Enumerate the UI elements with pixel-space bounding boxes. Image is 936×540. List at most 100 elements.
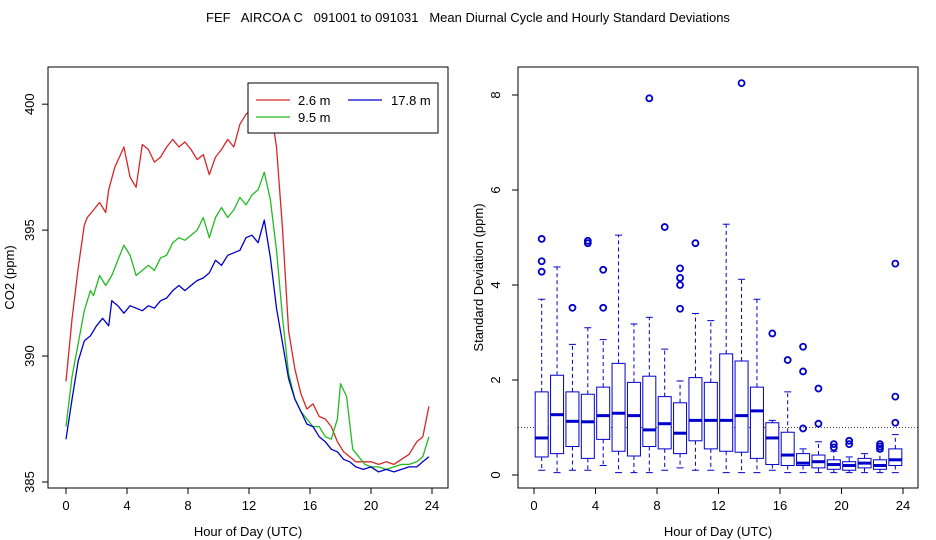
x-tick-label: 16: [773, 498, 787, 513]
outlier-point: [829, 440, 838, 449]
y-tick-label: 2: [488, 376, 503, 383]
series-line-9-5-m: [65, 171, 430, 471]
boxplot-hour: [626, 323, 641, 474]
x-axis-label: Hour of Day (UTC): [194, 524, 302, 539]
outlier-point: [783, 356, 792, 364]
box-iqr: [765, 422, 780, 466]
boxplot-hour: [888, 259, 903, 474]
boxplot-hour: [565, 303, 580, 471]
outlier-point: [799, 342, 807, 351]
boxplot-hour: [857, 453, 872, 474]
box-iqr: [596, 386, 611, 440]
boxplot-hour: [703, 320, 718, 471]
outlier-point: [660, 223, 669, 231]
x-tick-label: 20: [364, 498, 378, 513]
x-tick-label: 24: [896, 498, 910, 513]
y-tick-label: 395: [22, 219, 37, 241]
boxplot-hour: [734, 79, 749, 474]
y-tick-label: 385: [22, 471, 37, 493]
outlier-point: [537, 235, 546, 243]
outlier-point: [583, 239, 592, 248]
outlier-point: [768, 329, 777, 338]
outlier-point: [845, 440, 854, 449]
outlier-point: [891, 392, 900, 401]
y-tick-label: 0: [488, 471, 503, 478]
box-iqr: [888, 448, 903, 466]
outlier-point: [845, 436, 854, 445]
outlier-point: [799, 424, 807, 433]
x-tick-label: 8: [184, 498, 191, 513]
outlier-point: [676, 304, 684, 313]
boxplot-hour: [550, 266, 565, 474]
boxplot-hour: [842, 436, 857, 474]
outlier-point: [737, 79, 746, 88]
x-tick-label: 0: [530, 498, 537, 513]
boxplot-hour: [765, 329, 780, 471]
outlier-point: [799, 367, 807, 376]
box-iqr: [796, 453, 811, 466]
y-tick-label: 390: [22, 345, 37, 367]
box-iqr: [626, 381, 641, 457]
outlier-point: [599, 265, 608, 274]
chart-title: FEF AIRCOA C 091001 to 091031 Mean Diurn…: [206, 10, 730, 25]
outlier-point: [676, 281, 684, 289]
y-tick-label: 6: [488, 186, 503, 193]
legend-label: 2.6 m: [298, 93, 331, 108]
boxplot-hour: [657, 223, 672, 471]
x-tick-label: 8: [653, 498, 660, 513]
series-line-17-8-m: [65, 219, 430, 473]
box-iqr: [565, 391, 580, 447]
outlier-point: [891, 259, 900, 268]
box-iqr: [673, 402, 688, 455]
x-tick-label: 4: [592, 498, 599, 513]
box-iqr: [534, 391, 549, 458]
x-tick-label: 24: [425, 498, 439, 513]
x-tick-label: 0: [62, 498, 69, 513]
box-iqr: [734, 360, 749, 453]
outlier-point: [568, 303, 577, 312]
box-iqr: [611, 362, 626, 452]
y-tick-label: 4: [488, 281, 503, 288]
boxplot-hour: [796, 342, 811, 474]
legend-box: [247, 82, 439, 134]
boxplot-hour: [596, 265, 611, 466]
box-iqr: [780, 431, 795, 466]
boxplot-hour: [611, 234, 626, 474]
x-tick-label: 16: [303, 498, 317, 513]
box-iqr: [749, 386, 764, 459]
outlier-point: [645, 94, 654, 103]
boxplot-hour: [780, 356, 795, 474]
outlier-point: [537, 257, 546, 266]
outlier-point: [676, 264, 684, 273]
outlier-point: [676, 273, 684, 282]
box-iqr: [688, 377, 703, 442]
boxplot-hour: [534, 235, 549, 471]
x-tick-label: 12: [242, 498, 256, 513]
x-tick-label: 12: [711, 498, 725, 513]
boxplot-hour: [719, 223, 734, 474]
outlier-point: [691, 239, 700, 248]
boxplot-hour: [673, 264, 688, 469]
y-axis-label: Standard Deviation (ppm): [471, 203, 486, 351]
y-tick-label: 8: [488, 91, 503, 98]
boxplot-hour: [580, 236, 595, 471]
x-tick-label: 20: [834, 498, 848, 513]
boxplot-hour: [688, 239, 703, 471]
box-iqr: [703, 381, 718, 450]
boxplot-hour: [826, 440, 841, 474]
x-tick-label: 4: [123, 498, 130, 513]
left-plot-frame: [47, 66, 449, 489]
legend-label: 9.5 m: [298, 110, 331, 125]
boxplot-hour: [749, 298, 764, 474]
outlier-point: [814, 419, 823, 428]
box-iqr: [642, 375, 657, 448]
outlier-point: [891, 418, 900, 427]
boxplot-hour: [811, 384, 826, 474]
outlier-point: [829, 443, 838, 452]
legend-label: 17.8 m: [391, 93, 431, 108]
box-iqr: [719, 353, 734, 452]
y-tick-label: 400: [22, 93, 37, 115]
y-axis-label: CO2 (ppm): [2, 245, 17, 309]
